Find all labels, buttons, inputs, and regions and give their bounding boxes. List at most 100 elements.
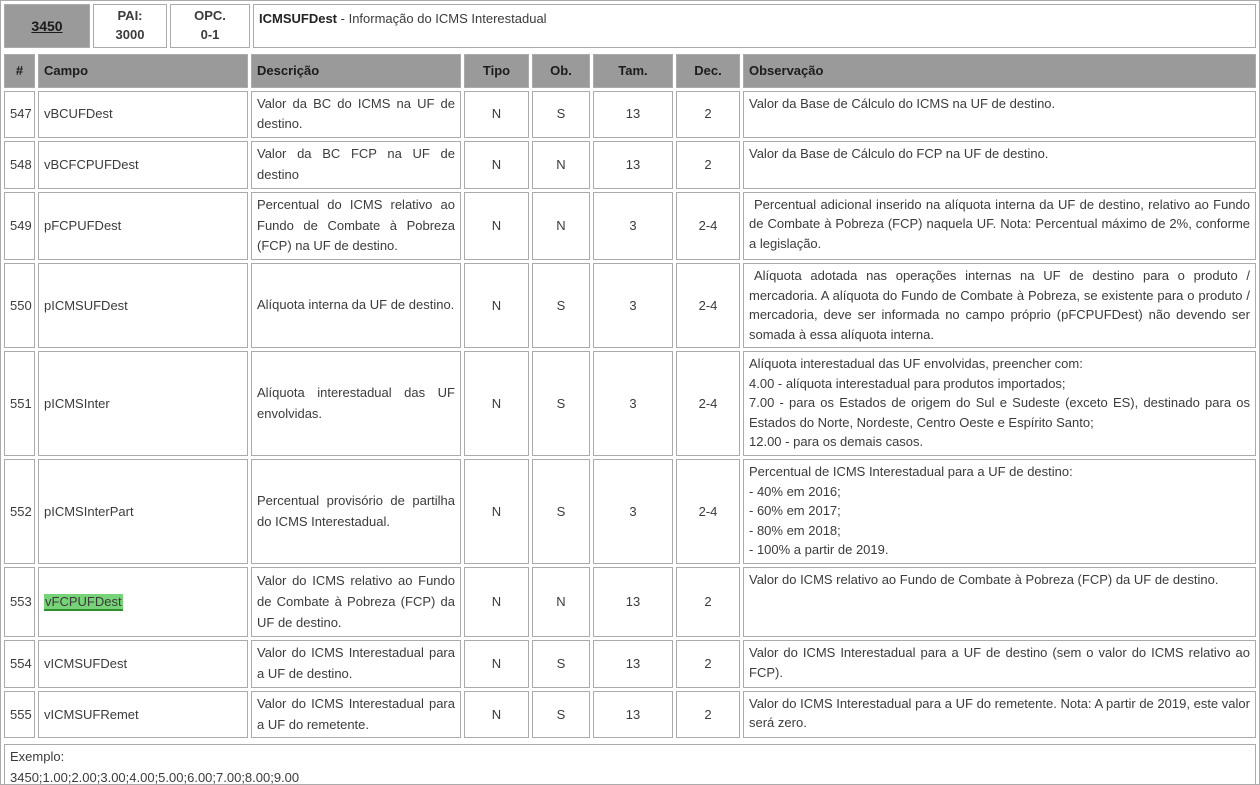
row-number: 551 (4, 351, 35, 457)
node-id-cell: 3450 (4, 4, 90, 48)
table-row: 551 pICMSInter Alíquota interestadual da… (4, 351, 1256, 457)
table-row: 552 pICMSInterPart Percentual provisório… (4, 459, 1256, 565)
field-decimals: 2 (676, 90, 740, 139)
field-decimals: 2 (676, 567, 740, 638)
field-name: pICMSInter (38, 351, 248, 457)
field-required: N (532, 191, 590, 261)
field-description: Alíquota interna da UF de destino. (251, 263, 461, 349)
field-observation: Valor do ICMS relativo ao Fundo de Comba… (743, 567, 1256, 638)
col-header-num: # (4, 53, 35, 88)
example-text: Exemplo: 3450;1.00;2.00;3.00;4.00;5.00;6… (4, 744, 1256, 784)
field-decimals: 2 (676, 640, 740, 688)
group-title-cell: ICMSUFDest - Informação do ICMS Interest… (253, 4, 1256, 48)
field-decimals: 2-4 (676, 191, 740, 261)
row-number: 549 (4, 191, 35, 261)
field-type: N (464, 90, 529, 139)
field-description: Valor do ICMS relativo ao Fundo de Comba… (251, 567, 461, 638)
field-decimals: 2-4 (676, 351, 740, 457)
col-header-tam: Tam. (593, 53, 673, 88)
field-size: 3 (593, 263, 673, 349)
field-description: Valor do ICMS Interestadual para a UF de… (251, 640, 461, 688)
field-required: S (532, 90, 590, 139)
field-size: 3 (593, 351, 673, 457)
field-required: N (532, 567, 590, 638)
group-description: - Informação do ICMS Interestadual (340, 11, 547, 26)
field-type: N (464, 640, 529, 688)
group-name: ICMSUFDest (259, 11, 338, 26)
example-section: Exemplo: 3450;1.00;2.00;3.00;4.00;5.00;6… (1, 741, 1259, 784)
header-row: # Campo Descrição Tipo Ob. Tam. Dec. Obs… (4, 53, 1256, 88)
col-header-observacao: Observação (743, 53, 1256, 88)
field-name: vBCFCPUFDest (38, 141, 248, 189)
field-description: Valor da BC do ICMS na UF de destino. (251, 90, 461, 139)
highlighted-field-name: vFCPUFDest (44, 594, 123, 612)
field-required: S (532, 690, 590, 739)
field-type: N (464, 567, 529, 638)
table-row: 548 vBCFCPUFDest Valor da BC FCP na UF d… (4, 141, 1256, 189)
field-observation: Alíquota adotada nas operações internas … (743, 263, 1256, 349)
field-size: 13 (593, 690, 673, 739)
field-name: pICMSUFDest (38, 263, 248, 349)
field-observation: Valor do ICMS Interestadual para a UF do… (743, 690, 1256, 739)
table-row: 555 vICMSUFRemet Valor do ICMS Interesta… (4, 690, 1256, 739)
field-observation: Percentual de ICMS Interestadual para a … (743, 459, 1256, 565)
field-type: N (464, 459, 529, 565)
row-number: 550 (4, 263, 35, 349)
col-header-campo: Campo (38, 53, 248, 88)
field-required: S (532, 263, 590, 349)
field-required: N (532, 141, 590, 189)
field-observation: Percentual adicional inserido na alíquot… (743, 191, 1256, 261)
field-name: vBCUFDest (38, 90, 248, 139)
field-description: Alíquota interestadual das UF envolvidas… (251, 351, 461, 457)
table-row: 549 pFCPUFDest Percentual do ICMS relati… (4, 191, 1256, 261)
table-row: 554 vICMSUFDest Valor do ICMS Interestad… (4, 640, 1256, 688)
field-required: S (532, 459, 590, 565)
field-required: S (532, 351, 590, 457)
row-number: 548 (4, 141, 35, 189)
field-observation: Valor da Base de Cálculo do ICMS na UF d… (743, 90, 1256, 139)
pai-cell: PAI: 3000 (93, 4, 167, 48)
col-header-tipo: Tipo (464, 53, 529, 88)
table-row: 547 vBCUFDest Valor da BC do ICMS na UF … (4, 90, 1256, 139)
fields-table: # Campo Descrição Tipo Ob. Tam. Dec. Obs… (1, 51, 1259, 742)
row-number: 555 (4, 690, 35, 739)
field-size: 13 (593, 90, 673, 139)
row-number: 554 (4, 640, 35, 688)
field-type: N (464, 141, 529, 189)
col-header-descricao: Descrição (251, 53, 461, 88)
field-size: 13 (593, 640, 673, 688)
table-row: 553 vFCPUFDest Valor do ICMS relativo ao… (4, 567, 1256, 638)
field-size: 13 (593, 567, 673, 638)
field-observation: Valor da Base de Cálculo do FCP na UF de… (743, 141, 1256, 189)
field-description: Percentual do ICMS relativo ao Fundo de … (251, 191, 461, 261)
field-name: vICMSUFRemet (38, 690, 248, 739)
field-decimals: 2 (676, 141, 740, 189)
field-name: pICMSInterPart (38, 459, 248, 565)
field-description: Valor do ICMS Interestadual para a UF do… (251, 690, 461, 739)
field-size: 13 (593, 141, 673, 189)
field-description: Valor da BC FCP na UF de destino (251, 141, 461, 189)
field-type: N (464, 191, 529, 261)
row-number: 552 (4, 459, 35, 565)
field-description: Percentual provisório de partilha do ICM… (251, 459, 461, 565)
field-type: N (464, 263, 529, 349)
opc-cell: OPC. 0-1 (170, 4, 250, 48)
field-name-cell: vFCPUFDest (38, 567, 248, 638)
field-size: 3 (593, 191, 673, 261)
row-number: 547 (4, 90, 35, 139)
row-number: 553 (4, 567, 35, 638)
field-decimals: 2-4 (676, 459, 740, 565)
field-type: N (464, 690, 529, 739)
field-decimals: 2 (676, 690, 740, 739)
field-required: S (532, 640, 590, 688)
field-type: N (464, 351, 529, 457)
col-header-ob: Ob. (532, 53, 590, 88)
field-name: pFCPUFDest (38, 191, 248, 261)
field-observation: Valor do ICMS Interestadual para a UF de… (743, 640, 1256, 688)
field-name: vICMSUFDest (38, 640, 248, 688)
field-decimals: 2-4 (676, 263, 740, 349)
node-id-link[interactable]: 3450 (31, 17, 63, 34)
col-header-dec: Dec. (676, 53, 740, 88)
field-size: 3 (593, 459, 673, 565)
